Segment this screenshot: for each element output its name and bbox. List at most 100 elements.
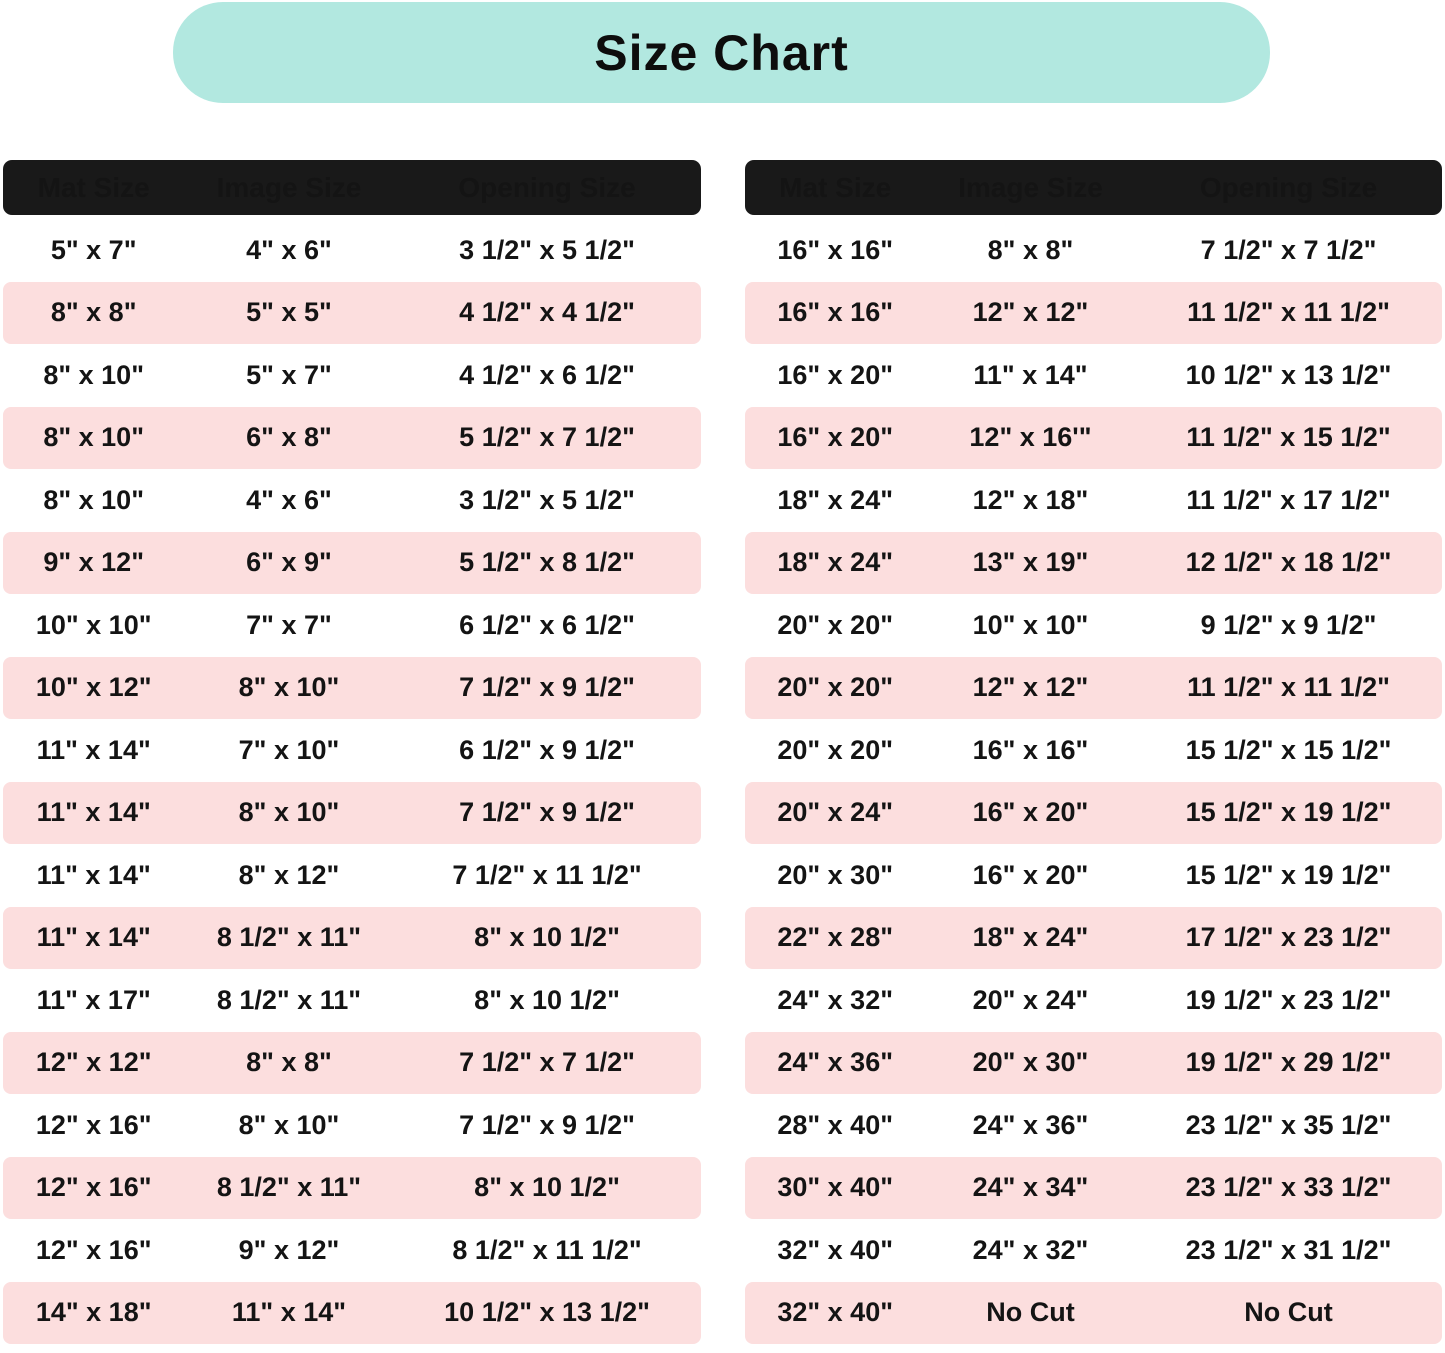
table-cell: 7 1/2" x 7 1/2" bbox=[1200, 234, 1377, 265]
column-header: Image Size bbox=[216, 171, 362, 203]
table-row: 8" x 8" 5" x 5" 4 1/2" x 4 1/2" bbox=[3, 281, 701, 344]
table-cell: 20" x 30" bbox=[777, 859, 894, 890]
table-cell: 8" x 12" bbox=[238, 859, 340, 890]
table-row: 12" x 16" 8" x 10" 7 1/2" x 9 1/2" bbox=[3, 1094, 701, 1157]
table-cell: 7 1/2" x 9 1/2" bbox=[459, 797, 635, 828]
table-row: 20" x 20" 16" x 16" 15 1/2" x 15 1/2" bbox=[744, 719, 1442, 782]
table-header-row: Mat Size Image Size Opening Size bbox=[744, 160, 1442, 215]
table-cell: 20" x 20" bbox=[777, 672, 894, 703]
table-cell: 15 1/2" x 19 1/2" bbox=[1185, 859, 1392, 890]
table-cell: 8" x 10" bbox=[43, 359, 144, 390]
table-cell: 24" x 36" bbox=[972, 1109, 1089, 1140]
table-cell: 28" x 40" bbox=[777, 1109, 894, 1140]
table-row: 16" x 16" 12" x 12" 11 1/2" x 11 1/2" bbox=[744, 281, 1442, 344]
table-cell: 11" x 14" bbox=[231, 1297, 347, 1328]
table-cell: 20" x 20" bbox=[777, 609, 894, 640]
table-cell: 6 1/2" x 9 1/2" bbox=[459, 734, 635, 765]
table-cell: 20" x 30" bbox=[972, 1047, 1089, 1078]
table-header-row: Mat Size Image Size Opening Size bbox=[3, 160, 701, 215]
table-row: 11" x 14" 8" x 12" 7 1/2" x 11 1/2" bbox=[3, 844, 701, 907]
table-cell: 10" x 10" bbox=[972, 609, 1089, 640]
table-cell: 11 1/2" x 11 1/2" bbox=[1187, 672, 1390, 703]
table-cell: 4" x 6" bbox=[246, 484, 332, 515]
table-cell: 16" x 20" bbox=[972, 859, 1089, 890]
table-row: 18" x 24" 13" x 19" 12 1/2" x 18 1/2" bbox=[744, 531, 1442, 594]
table-cell: 10 1/2" x 13 1/2" bbox=[444, 1297, 650, 1328]
table-cell: 4" x 6" bbox=[246, 234, 332, 265]
table-cell: 11 1/2" x 17 1/2" bbox=[1186, 484, 1391, 515]
table-cell: 8 1/2" x 11" bbox=[216, 984, 362, 1015]
table-row: 20" x 20" 10" x 10" 9 1/2" x 9 1/2" bbox=[744, 594, 1442, 657]
table-cell: 11" x 14" bbox=[36, 859, 151, 890]
table-cell: 8" x 10 1/2" bbox=[474, 1172, 620, 1203]
table-cell: 12" x 16" bbox=[35, 1109, 152, 1140]
size-table-right: Mat Size Image Size Opening Size 16" x 16" 8… bbox=[744, 160, 1442, 1344]
table-row: 16" x 16" 8" x 8" 7 1/2" x 7 1/2" bbox=[744, 219, 1442, 282]
table-cell: 12" x 16'" bbox=[969, 422, 1092, 453]
table-cell: 11" x 14" bbox=[36, 734, 151, 765]
table-cell: 11 1/2" x 15 1/2" bbox=[1186, 422, 1391, 453]
size-table-left: Mat Size Image Size Opening Size 5" x 7" 4" … bbox=[3, 160, 701, 1344]
table-cell: 8" x 10 1/2" bbox=[474, 922, 620, 953]
table-cell: 20" x 24" bbox=[972, 984, 1089, 1015]
table-cell: 8" x 8" bbox=[987, 234, 1074, 265]
table-cell: 12" x 12" bbox=[972, 297, 1089, 328]
table-cell: 17 1/2" x 23 1/2" bbox=[1185, 922, 1392, 953]
table-cell: 32" x 40" bbox=[777, 1234, 894, 1265]
table-row: 12" x 16" 9" x 12" 8 1/2" x 11 1/2" bbox=[3, 1219, 701, 1282]
table-cell: 10" x 12" bbox=[35, 672, 152, 703]
table-cell: 16" x 16" bbox=[777, 234, 894, 265]
table-row: 28" x 40" 24" x 36" 23 1/2" x 35 1/2" bbox=[744, 1094, 1442, 1157]
table-row: 11" x 14" 8 1/2" x 11" 8" x 10 1/2" bbox=[3, 906, 701, 969]
table-row: 18" x 24" 12" x 18" 11 1/2" x 17 1/2" bbox=[744, 469, 1442, 532]
table-cell: 11" x 17" bbox=[36, 984, 151, 1015]
table-cell: 13" x 19" bbox=[972, 547, 1089, 578]
table-cell: 10 1/2" x 13 1/2" bbox=[1185, 359, 1392, 390]
table-cell: 7" x 7" bbox=[246, 609, 332, 640]
table-cell: 20" x 24" bbox=[777, 797, 894, 828]
table-cell: 5" x 5" bbox=[246, 297, 332, 328]
table-cell: 8 1/2" x 11" bbox=[216, 1172, 362, 1203]
table-cell: 14" x 18" bbox=[35, 1297, 152, 1328]
table-cell: 12 1/2" x 18 1/2" bbox=[1185, 547, 1392, 578]
tables-container: Mat Size Image Size Opening Size 5" x 7" 4" … bbox=[0, 160, 1445, 1344]
table-cell: 7 1/2" x 9 1/2" bbox=[459, 1109, 635, 1140]
table-row: 11" x 17" 8 1/2" x 11" 8" x 10 1/2" bbox=[3, 969, 701, 1032]
table-cell: 32" x 40" bbox=[777, 1297, 894, 1328]
table-row: 12" x 16" 8 1/2" x 11" 8" x 10 1/2" bbox=[3, 1156, 701, 1219]
table-cell: 18" x 24" bbox=[972, 922, 1089, 953]
table-cell: 11" x 14" bbox=[973, 359, 1088, 390]
table-row: 9" x 12" 6" x 9" 5 1/2" x 8 1/2" bbox=[3, 531, 701, 594]
table-row: 5" x 7" 4" x 6" 3 1/2" x 5 1/2" bbox=[3, 219, 701, 282]
table-row: 16" x 20" 12" x 16'" 11 1/2" x 15 1/2" bbox=[744, 406, 1442, 469]
table-row: 10" x 12" 8" x 10" 7 1/2" x 9 1/2" bbox=[3, 656, 701, 719]
table-cell: 5" x 7" bbox=[246, 359, 332, 390]
table-cell: 23 1/2" x 33 1/2" bbox=[1185, 1172, 1392, 1203]
column-header: Mat Size bbox=[779, 171, 892, 203]
table-cell: 11" x 14" bbox=[36, 797, 151, 828]
table-cell: 8" x 10" bbox=[238, 1109, 340, 1140]
table-cell: 23 1/2" x 35 1/2" bbox=[1185, 1109, 1392, 1140]
table-cell: 8" x 10 1/2" bbox=[474, 984, 620, 1015]
table-cell: 5 1/2" x 7 1/2" bbox=[459, 422, 635, 453]
column-header: Opening Size bbox=[458, 171, 636, 203]
table-cell: 15 1/2" x 15 1/2" bbox=[1185, 734, 1392, 765]
table-cell: 24" x 36" bbox=[777, 1047, 894, 1078]
table-cell: 8" x 8" bbox=[50, 297, 137, 328]
table-cell: 7 1/2" x 11 1/2" bbox=[452, 859, 642, 890]
table-cell: 8" x 8" bbox=[246, 1047, 332, 1078]
page-title: Size Chart bbox=[594, 24, 849, 81]
table-row: 10" x 10" 7" x 7" 6 1/2" x 6 1/2" bbox=[3, 594, 701, 657]
table-cell: 22" x 28" bbox=[777, 922, 894, 953]
table-cell: 6" x 8" bbox=[246, 422, 332, 453]
column-header: Opening Size bbox=[1199, 171, 1378, 203]
table-cell: 8 1/2" x 11 1/2" bbox=[452, 1234, 642, 1265]
table-cell: 11" x 14" bbox=[36, 922, 151, 953]
table-row: 24" x 36" 20" x 30" 19 1/2" x 29 1/2" bbox=[744, 1031, 1442, 1094]
table-cell: 20" x 20" bbox=[777, 734, 894, 765]
size-chart-banner: Size Chart bbox=[173, 2, 1270, 103]
table-row: 11" x 14" 7" x 10" 6 1/2" x 9 1/2" bbox=[3, 719, 701, 782]
table-cell: 8" x 10" bbox=[238, 797, 340, 828]
table-cell: 15 1/2" x 19 1/2" bbox=[1185, 797, 1392, 828]
table-cell: 19 1/2" x 23 1/2" bbox=[1185, 984, 1392, 1015]
